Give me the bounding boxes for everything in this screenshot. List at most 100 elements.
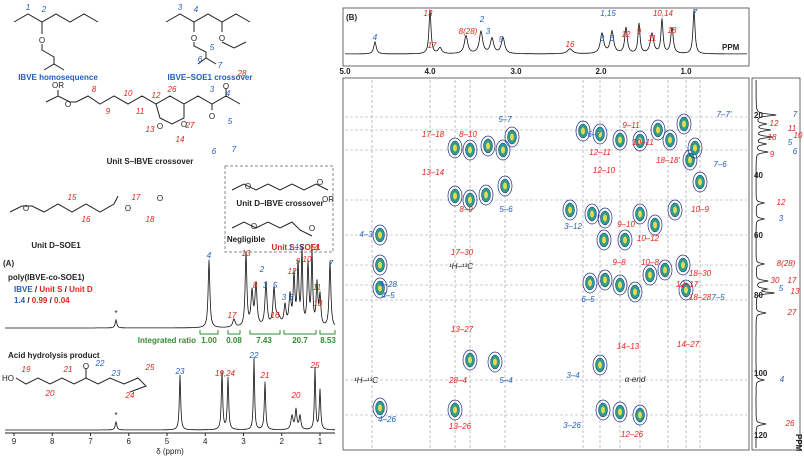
top-tick-label: 5.0 [339, 67, 351, 76]
peak-label: 3 [263, 281, 268, 290]
cross-peak-label: 13–26 [449, 422, 472, 431]
atom-label: 5 [228, 117, 233, 126]
cross-peak-label: 9–11 [622, 121, 639, 130]
bond [231, 183, 329, 191]
atom-label: 19 [22, 365, 31, 374]
peak-label: 1,15 [288, 243, 304, 252]
cross-peak-label: α-end [625, 375, 646, 384]
integration-bracket [199, 330, 219, 335]
right-tick-label: 20 [754, 111, 763, 120]
x-axis-label: δ (ppm) [156, 447, 184, 456]
bond [193, 42, 217, 65]
bond [45, 95, 241, 105]
atom-label: 4 [194, 5, 199, 14]
spectrum-hydrolysis [5, 357, 336, 431]
contour [575, 120, 591, 142]
atom-label: 12 [152, 91, 161, 100]
contour [682, 120, 686, 128]
peak-label: 23 [175, 367, 185, 376]
contour [584, 203, 600, 225]
contour [642, 264, 658, 286]
integral-value: 0.08 [226, 336, 242, 345]
contour [678, 279, 694, 301]
contour [487, 351, 503, 373]
contour [372, 224, 388, 246]
peak-label: 8(28) [459, 27, 478, 36]
cross-peak-label: 3–12 [564, 222, 582, 231]
atom-label: 17 [132, 193, 141, 202]
negligible-title: Negligible [227, 235, 266, 244]
contour [667, 199, 683, 221]
peak-label: 13 [791, 287, 800, 296]
contour [462, 139, 478, 161]
panel-label: (A) [3, 259, 14, 268]
top-tick-label: 2.0 [595, 67, 607, 76]
peak-label: 14 [310, 244, 319, 253]
contour [480, 135, 496, 157]
atom-label: 18 [146, 215, 155, 224]
contour [595, 399, 611, 421]
cross-peak-label: 7–5 [711, 293, 725, 302]
structure-caption: IBVE–SOE1 crossover [168, 73, 253, 82]
atom-label: 25 [145, 363, 155, 372]
contour [668, 136, 672, 144]
unit-ratio-part: 1.4 [14, 296, 26, 305]
top-frame [342, 7, 750, 67]
atom-label: 15 [68, 193, 77, 202]
peak-label: 16 [271, 311, 280, 320]
peak-label: 27 [787, 308, 797, 317]
contour [684, 286, 688, 294]
cross-peak-label: 6–5 [581, 295, 595, 304]
contour [504, 126, 520, 148]
contour [648, 271, 652, 279]
x-tick-label: 6 [127, 437, 132, 446]
x-tick-label: 7 [88, 437, 93, 446]
unit-legend-part: IBVE [14, 285, 33, 294]
contour [468, 196, 472, 204]
contour [675, 254, 691, 276]
contour [632, 130, 648, 152]
contour [618, 136, 622, 144]
peak-label: 16 [566, 40, 575, 49]
peak-label: 26 [785, 419, 795, 428]
peak-label: 18 [668, 26, 677, 35]
bond [155, 103, 185, 125]
peak-label: 12 [777, 198, 786, 207]
cross-peak-label: 10–8 [641, 258, 659, 267]
contour [612, 401, 628, 423]
cross-peak-label: 9–8 [612, 258, 626, 267]
contour [378, 261, 382, 269]
peak-label: 9 [296, 257, 301, 266]
atom-symbol: O [125, 204, 131, 213]
bond [13, 13, 99, 23]
spectrum-1h-top [345, 9, 747, 55]
cross-peak-label: 12–17 [676, 280, 699, 289]
contour [627, 281, 643, 303]
atom-label: 1 [26, 3, 30, 12]
peak-label: 4 [373, 33, 378, 42]
atom-label: 7 [218, 61, 223, 70]
contour [582, 272, 598, 294]
contour [662, 129, 678, 151]
right-unit: PPM [794, 434, 803, 452]
contour [597, 269, 613, 291]
peak-label: 7 [329, 259, 334, 268]
peak-label: 11 [648, 34, 656, 43]
peak-label: 10 [794, 131, 803, 140]
peak-label: 5 [788, 138, 793, 147]
cross-peak-label: 3–26 [563, 421, 581, 430]
contour [497, 175, 513, 197]
cross-peak-label: 18–28 [689, 293, 712, 302]
cross-peak-label: 12–26 [621, 430, 644, 439]
unit-ratio: 1.4 / 0.99 / 0.04 [14, 296, 70, 305]
cross-peak-label: 12–11 [589, 148, 611, 157]
atom-label: 10 [124, 89, 133, 98]
cross-peak-label: 17–18 [422, 130, 445, 139]
unit-legend: IBVE / Unit S / Unit D [14, 285, 93, 294]
contour [653, 221, 657, 229]
peak-label: 11 [788, 124, 796, 133]
contour [650, 119, 666, 141]
cross-peak-label: 14–27 [677, 340, 700, 349]
contour [618, 408, 622, 416]
